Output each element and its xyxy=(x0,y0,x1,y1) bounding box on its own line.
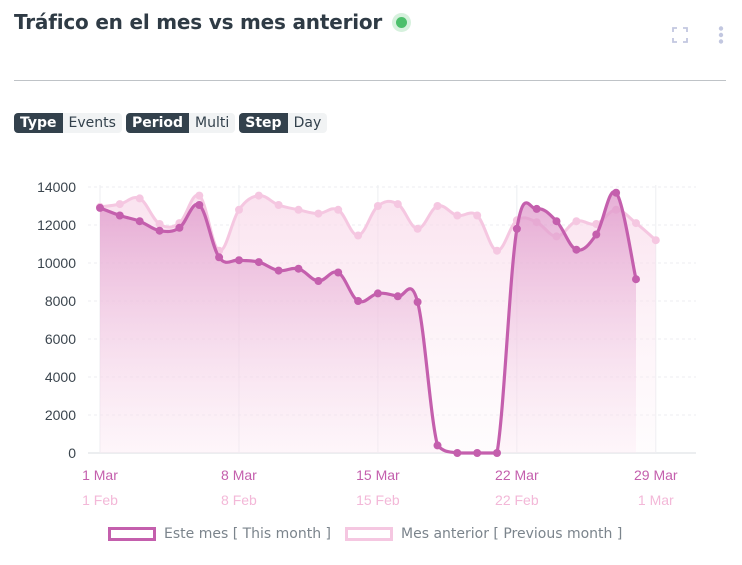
this-month-point[interactable] xyxy=(96,203,104,212)
this-month-point[interactable] xyxy=(215,253,224,262)
x-tick-label-secondary: 22 Feb xyxy=(495,492,539,508)
filter-type-key: Type xyxy=(14,113,63,133)
this-month-point[interactable] xyxy=(413,298,422,306)
previous-month-point[interactable] xyxy=(334,205,343,214)
this-month-point[interactable] xyxy=(294,264,303,273)
more-vertical-icon[interactable] xyxy=(718,26,724,48)
filter-period[interactable]: Period Multi xyxy=(125,113,236,133)
legend-item-this-month[interactable]: Este mes [ This month ] xyxy=(108,526,331,542)
x-tick-label-primary: 22 Mar xyxy=(495,467,539,483)
y-axis: 0 2000 4000 6000 8000 10000 12000 14000 xyxy=(37,179,76,461)
previous-month-point[interactable] xyxy=(453,211,462,220)
previous-month-point[interactable] xyxy=(493,246,501,255)
this-month-point[interactable] xyxy=(612,188,621,197)
this-month-point[interactable] xyxy=(632,275,640,284)
previous-month-point[interactable] xyxy=(155,220,164,228)
series-this-month xyxy=(96,188,640,457)
this-month-point[interactable] xyxy=(254,258,263,267)
y-tick-label: 4000 xyxy=(45,369,76,385)
y-tick-label: 12000 xyxy=(37,217,76,233)
x-tick-label-primary: 1 Mar xyxy=(82,467,118,483)
this-month-point[interactable] xyxy=(115,211,124,220)
this-month-point[interactable] xyxy=(135,217,144,226)
this-month-area xyxy=(100,191,636,453)
y-tick-label: 8000 xyxy=(45,293,76,309)
previous-month-point[interactable] xyxy=(433,202,442,210)
previous-month-point[interactable] xyxy=(274,201,283,209)
y-tick-label: 6000 xyxy=(45,331,76,347)
filter-type[interactable]: Type Events xyxy=(14,113,122,133)
header-divider xyxy=(14,80,726,81)
this-month-point[interactable] xyxy=(314,277,323,285)
this-month-point[interactable] xyxy=(195,201,204,209)
y-tick-label: 10000 xyxy=(37,255,76,271)
legend-swatch-previous-month xyxy=(345,527,394,541)
previous-month-point[interactable] xyxy=(373,202,382,210)
filter-period-key: Period xyxy=(125,113,190,133)
filter-step-value: Day xyxy=(287,113,328,133)
x-tick-label-secondary: 1 Feb xyxy=(82,492,118,508)
this-month-point[interactable] xyxy=(552,217,561,226)
previous-month-point[interactable] xyxy=(314,209,323,218)
previous-month-point[interactable] xyxy=(294,205,303,214)
x-axis: 1 Mar 1 Feb 8 Mar 8 Feb 15 Mar 15 Feb 22 Mar 22… xyxy=(82,467,678,508)
previous-month-point[interactable] xyxy=(651,236,660,245)
previous-month-point[interactable] xyxy=(592,220,601,228)
this-month-point[interactable] xyxy=(235,256,243,265)
legend-item-previous-month[interactable]: Mes anterior [ Previous month ] xyxy=(345,526,622,542)
this-month-point[interactable] xyxy=(433,441,442,450)
this-month-point[interactable] xyxy=(572,245,581,254)
this-month-point[interactable] xyxy=(592,230,601,239)
previous-month-point[interactable] xyxy=(254,191,263,200)
this-month-point[interactable] xyxy=(532,204,541,213)
filter-step[interactable]: Step Day xyxy=(239,113,328,133)
previous-month-point[interactable] xyxy=(393,200,402,209)
status-indicator-dot xyxy=(396,16,408,28)
x-tick-label-primary: 29 Mar xyxy=(634,467,678,483)
previous-month-point[interactable] xyxy=(572,217,581,226)
x-tick-label-secondary: 8 Feb xyxy=(221,492,257,508)
this-month-point[interactable] xyxy=(354,297,363,305)
previous-month-point[interactable] xyxy=(354,231,363,240)
chart-header: Tráfico en el mes vs mes anterior xyxy=(14,10,408,34)
previous-month-point[interactable] xyxy=(473,211,482,220)
previous-month-point[interactable] xyxy=(632,219,640,228)
this-month-point[interactable] xyxy=(453,449,462,457)
this-month-point[interactable] xyxy=(175,223,184,232)
x-tick-label-primary: 15 Mar xyxy=(356,467,400,483)
previous-month-point[interactable] xyxy=(115,200,124,209)
filter-period-value: Multi xyxy=(189,113,236,133)
this-month-point[interactable] xyxy=(473,449,482,457)
this-month-point[interactable] xyxy=(274,266,283,275)
this-month-point[interactable] xyxy=(493,449,501,457)
this-month-point[interactable] xyxy=(334,268,343,277)
legend-swatch-this-month xyxy=(108,527,156,541)
y-tick-label: 14000 xyxy=(37,179,76,195)
expand-icon[interactable] xyxy=(672,27,688,47)
previous-month-point[interactable] xyxy=(135,194,144,203)
previous-month-point[interactable] xyxy=(413,224,422,233)
this-month-point[interactable] xyxy=(393,292,402,301)
legend-label-this-month: Este mes [ This month ] xyxy=(164,526,332,542)
this-month-point[interactable] xyxy=(512,224,521,233)
header-actions xyxy=(672,26,724,48)
x-tick-label-secondary: 15 Feb xyxy=(356,492,400,508)
chart-legend: Este mes [ This month ] Mes anterior [ P… xyxy=(108,526,636,542)
x-tick-label-primary: 8 Mar xyxy=(221,467,257,483)
filter-step-key: Step xyxy=(239,113,288,133)
y-tick-label: 2000 xyxy=(45,407,76,423)
y-tick-label: 0 xyxy=(68,445,76,461)
this-month-point[interactable] xyxy=(155,226,164,235)
page-title: Tráfico en el mes vs mes anterior xyxy=(14,10,383,34)
filter-bar: Type Events Period Multi Step Day xyxy=(14,113,328,133)
x-tick-label-secondary: 1 Mar xyxy=(638,492,674,508)
this-month-point[interactable] xyxy=(373,289,382,298)
previous-month-point[interactable] xyxy=(235,205,243,214)
previous-month-point[interactable] xyxy=(195,191,204,200)
filter-type-value: Events xyxy=(62,113,122,133)
legend-label-previous-month: Mes anterior [ Previous month ] xyxy=(401,526,623,542)
